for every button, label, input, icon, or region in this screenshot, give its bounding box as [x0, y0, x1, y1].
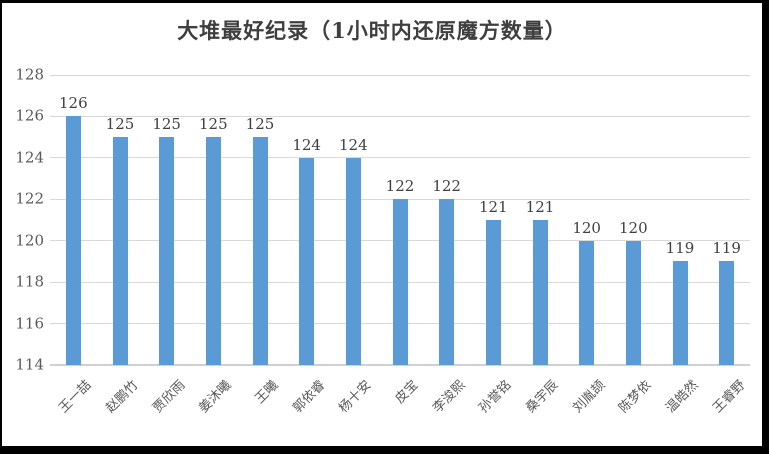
y-tick-label: 116	[15, 314, 44, 333]
y-tick-label: 126	[15, 107, 44, 126]
x-category-label: 郭依睿	[289, 377, 329, 417]
y-tick-label: 114	[15, 355, 44, 374]
x-category-label: 杨十安	[336, 377, 375, 417]
bar-value-label: 125	[199, 115, 228, 134]
x-category-label: 赵鹏竹	[103, 377, 142, 417]
bar	[65, 116, 81, 365]
bar	[112, 137, 128, 365]
bar-value-label: 125	[152, 115, 181, 134]
bar	[532, 220, 548, 365]
bar-value-label: 124	[292, 135, 321, 154]
bar-value-label: 122	[385, 177, 415, 196]
plot-area: 126 王一喆 125 赵鹏竹 125 贾欣雨 125 姜沐曦 125 王曦 124 郭依睿 124 杨十…	[50, 74, 750, 416]
bar	[392, 199, 408, 365]
bar	[625, 240, 641, 365]
bar-value-label: 121	[479, 198, 508, 216]
x-category-label: 刘胤颉	[569, 377, 609, 417]
chart-canvas: 大堆最好纪录（1小时内还原魔方数量） 114 116 118 120 122 124 126…	[2, 3, 762, 446]
x-category-label: 王曦	[252, 377, 282, 407]
chart-title: 大堆最好纪录（1小时内还原魔方数量）	[177, 18, 567, 43]
x-category-label: 桑宇辰	[523, 377, 562, 417]
bar-value-label: 121	[525, 198, 555, 216]
bar	[672, 261, 688, 365]
bar-value-label: 119	[712, 239, 741, 258]
bar-value-label: 124	[339, 135, 368, 154]
bar	[485, 220, 501, 365]
gridline	[50, 74, 750, 76]
y-tick-label: 118	[15, 272, 44, 291]
x-category-label: 皮宝	[392, 377, 422, 407]
bar	[205, 137, 221, 365]
bar	[299, 157, 315, 365]
y-tick-label: 120	[15, 231, 44, 250]
x-category-label: 李浚熙	[429, 377, 469, 417]
bar	[345, 157, 361, 365]
bar-value-label: 126	[59, 94, 88, 113]
gridline	[50, 115, 750, 117]
x-axis-line	[50, 364, 750, 366]
x-category-label: 王一喆	[56, 377, 95, 417]
bar-value-label: 119	[665, 239, 695, 258]
x-category-label: 姜沐曦	[196, 377, 235, 417]
bar	[252, 137, 268, 365]
y-tick-label: 122	[15, 189, 44, 208]
y-tick-label: 128	[15, 65, 44, 84]
y-tick-label: 124	[15, 148, 44, 167]
x-category-label: 贾欣雨	[149, 377, 189, 417]
x-category-label: 王睿野	[709, 377, 749, 417]
x-category-label: 温皓然	[663, 377, 702, 417]
bar	[719, 261, 735, 365]
bar-value-label: 125	[245, 115, 275, 134]
x-category-label: 孙誉铭	[476, 377, 515, 417]
bar-value-label: 125	[105, 115, 135, 134]
bar-value-label: 122	[432, 177, 461, 196]
bar	[159, 137, 175, 365]
bar-value-label: 120	[619, 218, 648, 237]
bar	[579, 240, 595, 365]
bar-value-label: 120	[572, 218, 601, 237]
gridline	[50, 157, 750, 159]
bar	[439, 199, 455, 365]
x-category-label: 陈梦依	[616, 377, 655, 417]
y-axis-labels: 114 116 118 120 122 124 126 128	[2, 66, 44, 374]
